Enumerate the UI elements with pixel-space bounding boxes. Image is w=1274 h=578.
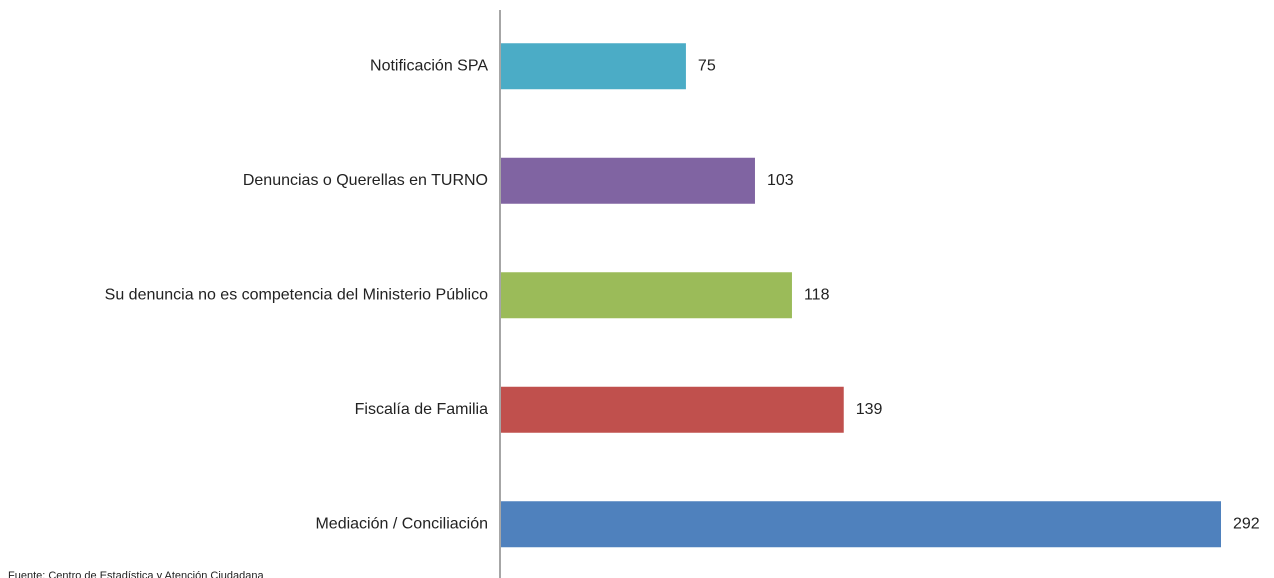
value-label: 103 [767,172,794,189]
bar [501,386,844,433]
value-label: 292 [1233,515,1260,532]
bar [501,157,755,204]
category-label: Fiscalía de Familia [355,401,488,418]
bar [501,501,1221,548]
category-label: Su denuncia no es competencia del Minist… [105,286,488,303]
value-label: 139 [856,401,883,418]
bar [501,43,686,90]
category-label: Notificación SPA [370,57,488,74]
bar [501,272,792,319]
category-label: Mediación / Conciliación [315,515,488,532]
source-note: Fuente: Centro de Estadística y Atención… [8,570,264,578]
category-label: Denuncias o Querellas en TURNO [243,172,488,189]
value-label: 118 [804,286,830,303]
value-label: 75 [698,57,716,74]
